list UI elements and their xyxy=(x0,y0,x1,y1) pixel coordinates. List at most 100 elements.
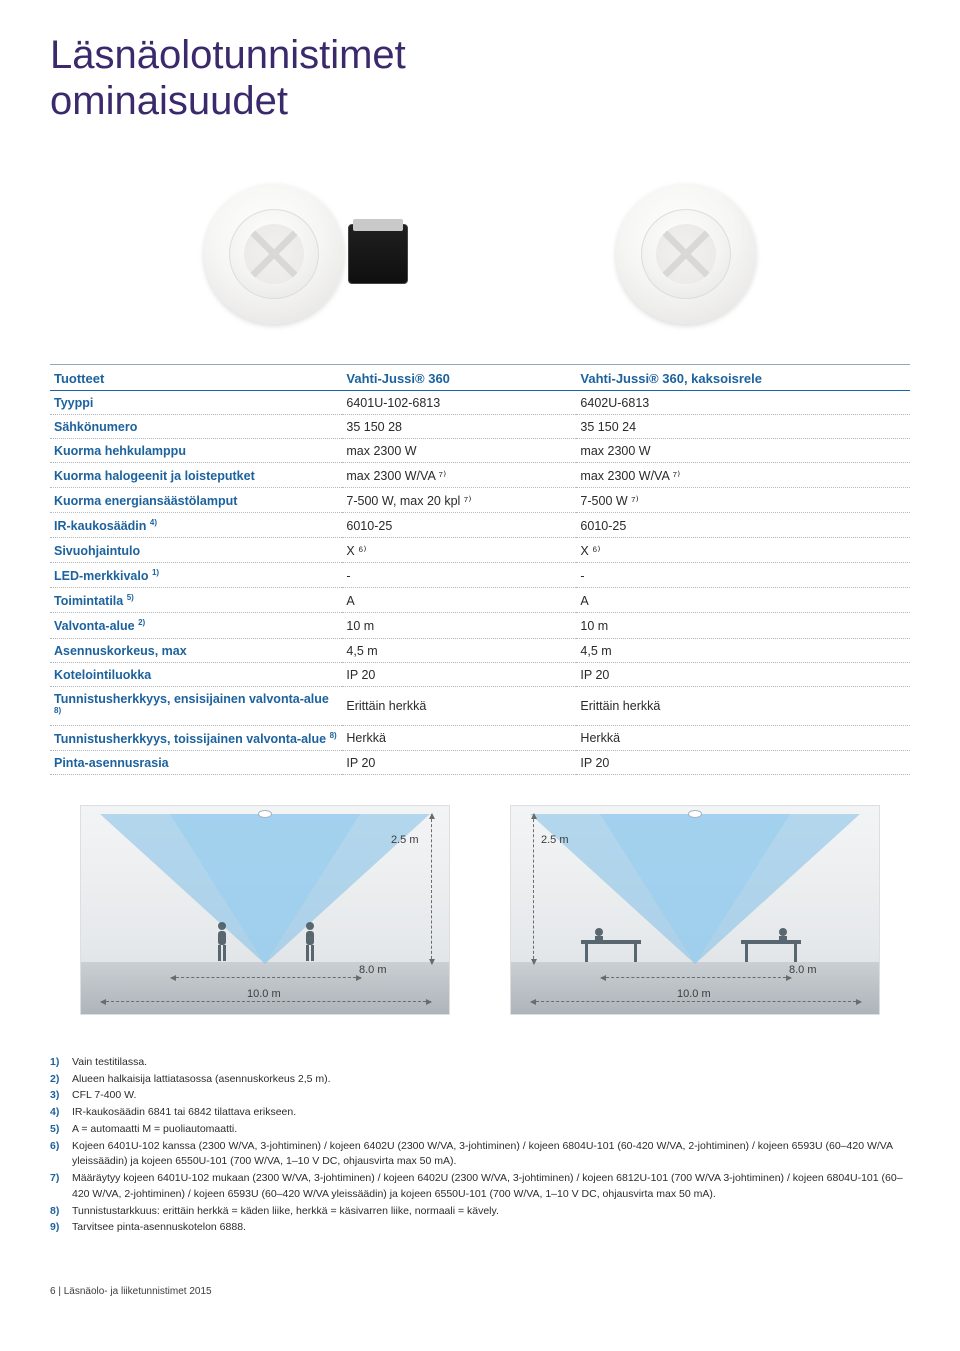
th-col1: Vahti-Jussi® 360 xyxy=(342,365,576,391)
footnote-number: 3) xyxy=(50,1088,64,1104)
table-row: IR-kaukosäädin 4)6010-256010-25 xyxy=(50,513,910,538)
row-col1: A xyxy=(342,588,576,613)
height-label-r: 2.5 m xyxy=(541,834,569,846)
row-col2: Herkkä xyxy=(576,725,910,750)
row-col1: IP 20 xyxy=(342,750,576,774)
sensor-image-right xyxy=(616,184,756,324)
row-label: Sähkönumero xyxy=(50,415,342,439)
row-label: Sivuohjaintulo xyxy=(50,538,342,563)
footnote-number: 8) xyxy=(50,1204,64,1220)
row-col1: X ⁶⁾ xyxy=(342,538,576,563)
footnote-text: Kojeen 6401U-102 kanssa (2300 W/VA, 3-jo… xyxy=(72,1139,910,1171)
table-row: Tyyppi6401U-102-68136402U-6813 xyxy=(50,391,910,415)
footnote-text: IR-kaukosäädin 6841 tai 6842 tilattava e… xyxy=(72,1105,296,1121)
row-label: Valvonta-alue 2) xyxy=(50,613,342,638)
row-col1: IP 20 xyxy=(342,662,576,686)
row-col1: Erittäin herkkä xyxy=(342,686,576,725)
outer-width-label-r: 10.0 m xyxy=(677,988,711,1000)
footnote-item: 1) Vain testitilassa. xyxy=(50,1055,910,1071)
row-col2: X ⁶⁾ xyxy=(576,538,910,563)
table-row: Pinta-asennusrasiaIP 20IP 20 xyxy=(50,750,910,774)
footnote-text: Tarvitsee pinta-asennuskotelon 6888. xyxy=(72,1220,246,1236)
coverage-diagram-left: 2.5 m 8.0 m 10.0 m xyxy=(80,805,450,1015)
coverage-diagram-right: 2.5 m 8.0 m 10.0 m xyxy=(510,805,880,1015)
footnote-item: 5) A = automaatti M = puoliautomaatti. xyxy=(50,1122,910,1138)
person-icon xyxy=(209,920,235,962)
footnote-text: Vain testitilassa. xyxy=(72,1055,147,1071)
row-col1: 6401U-102-6813 xyxy=(342,391,576,415)
table-row: Sähkönumero35 150 2835 150 24 xyxy=(50,415,910,439)
row-col2: A xyxy=(576,588,910,613)
table-row: Valvonta-alue 2)10 m10 m xyxy=(50,613,910,638)
row-col2: max 2300 W xyxy=(576,439,910,463)
row-label: Tyyppi xyxy=(50,391,342,415)
row-col2: 6402U-6813 xyxy=(576,391,910,415)
table-row: Toimintatila 5)AA xyxy=(50,588,910,613)
table-row: Tunnistusherkkyys, toissijainen valvonta… xyxy=(50,725,910,750)
row-label: IR-kaukosäädin 4) xyxy=(50,513,342,538)
row-col2: max 2300 W/VA ⁷⁾ xyxy=(576,463,910,488)
table-row: KotelointiluokkaIP 20IP 20 xyxy=(50,662,910,686)
row-col2: IP 20 xyxy=(576,750,910,774)
inner-width-label-r: 8.0 m xyxy=(789,964,817,976)
footnote-number: 5) xyxy=(50,1122,64,1138)
row-col2: 7-500 W ⁷⁾ xyxy=(576,488,910,513)
page-title: Läsnäolotunnistimet ominaisuudet xyxy=(50,32,910,124)
footnote-number: 7) xyxy=(50,1171,64,1203)
footnote-text: A = automaatti M = puoliautomaatti. xyxy=(72,1122,237,1138)
row-col2: 4,5 m xyxy=(576,638,910,662)
row-label: Kotelointiluokka xyxy=(50,662,342,686)
row-col2: - xyxy=(576,563,910,588)
desk-icon xyxy=(581,924,641,962)
page-footer: 6 | Läsnäolo- ja liiketunnistimet 2015 xyxy=(50,1286,910,1297)
row-label: Tunnistusherkkyys, toissijainen valvonta… xyxy=(50,725,342,750)
footer-doc: Läsnäolo- ja liiketunnistimet 2015 xyxy=(64,1286,212,1297)
row-col2: 35 150 24 xyxy=(576,415,910,439)
title-line2: ominaisuudet xyxy=(50,79,288,123)
inner-width-label: 8.0 m xyxy=(359,964,387,976)
footnote-item: 4) IR-kaukosäädin 6841 tai 6842 tilattava… xyxy=(50,1105,910,1121)
footnote-number: 4) xyxy=(50,1105,64,1121)
footnote-item: 9) Tarvitsee pinta-asennuskotelon 6888. xyxy=(50,1220,910,1236)
row-label: Asennuskorkeus, max xyxy=(50,638,342,662)
row-label: Tunnistusherkkyys, ensisijainen valvonta… xyxy=(50,686,342,725)
footnote-item: 7)Määräytyy kojeen 6401U-102 mukaan (230… xyxy=(50,1171,910,1203)
footer-sep: | xyxy=(56,1286,64,1297)
th-products: Tuotteet xyxy=(50,365,342,391)
table-row: Kuorma hehkulamppumax 2300 Wmax 2300 W xyxy=(50,439,910,463)
product-images xyxy=(50,184,910,324)
row-col1: 10 m xyxy=(342,613,576,638)
height-label: 2.5 m xyxy=(391,834,419,846)
row-col1: max 2300 W xyxy=(342,439,576,463)
footnote-number: 1) xyxy=(50,1055,64,1071)
row-col1: 4,5 m xyxy=(342,638,576,662)
title-line1: Läsnäolotunnistimet xyxy=(50,33,406,77)
th-col2: Vahti-Jussi® 360, kaksoisrele xyxy=(576,365,910,391)
row-col2: IP 20 xyxy=(576,662,910,686)
footnote-text: Alueen halkaisija lattiatasossa (asennus… xyxy=(72,1072,331,1088)
footnote-item: 2) Alueen halkaisija lattiatasossa (asenn… xyxy=(50,1072,910,1088)
table-row: Kuorma halogeenit ja loisteputket max 230… xyxy=(50,463,910,488)
footnote-item: 8)Tunnistustarkkuus: erittäin herkkä = k… xyxy=(50,1204,910,1220)
spec-table: Tuotteet Vahti-Jussi® 360 Vahti-Jussi® 3… xyxy=(50,364,910,775)
row-col2: 10 m xyxy=(576,613,910,638)
outer-width-label: 10.0 m xyxy=(247,988,281,1000)
table-row: Kuorma energiansäästölamput7-500 W, max … xyxy=(50,488,910,513)
row-label: Toimintatila 5) xyxy=(50,588,342,613)
footnotes: 1) Vain testitilassa. 2) Alueen halkaisija … xyxy=(50,1055,910,1236)
row-col1: - xyxy=(342,563,576,588)
row-col2: 6010-25 xyxy=(576,513,910,538)
person-icon xyxy=(297,920,323,962)
row-label: Pinta-asennusrasia xyxy=(50,750,342,774)
row-col1: 35 150 28 xyxy=(342,415,576,439)
row-col1: 7-500 W, max 20 kpl ⁷⁾ xyxy=(342,488,576,513)
row-label: LED-merkkivalo 1) xyxy=(50,563,342,588)
footnote-number: 9) xyxy=(50,1220,64,1236)
footnote-text: Määräytyy kojeen 6401U-102 mukaan (2300 … xyxy=(72,1171,910,1203)
row-label: Kuorma halogeenit ja loisteputket xyxy=(50,463,342,488)
product-left xyxy=(204,184,408,324)
table-row: LED-merkkivalo 1)-- xyxy=(50,563,910,588)
footnote-text: CFL 7-400 W. xyxy=(72,1088,136,1104)
footnote-number: 6) xyxy=(50,1139,64,1171)
footnote-number: 2) xyxy=(50,1072,64,1088)
